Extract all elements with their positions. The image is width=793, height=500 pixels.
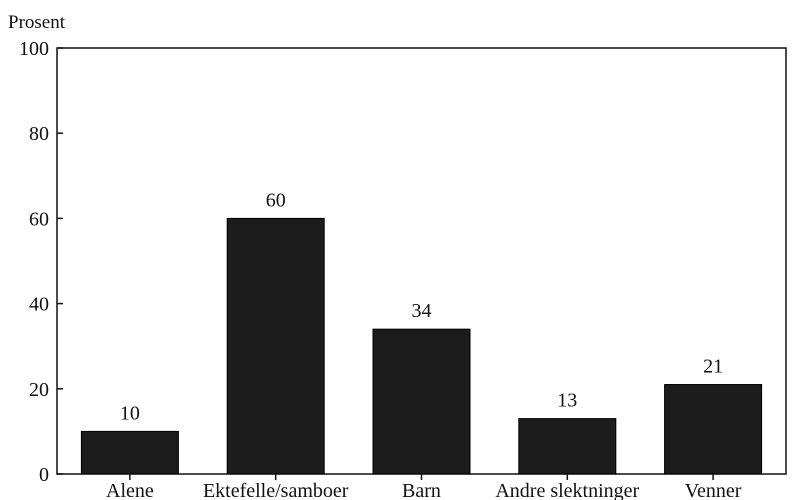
y-tick-label: 0 [39,464,49,486]
plot-area: 0 20 40 60 80 100 10 Alene 60 Ektefelle/samboer 34… [19,38,787,500]
bar-value-label: 13 [557,390,577,412]
category-label: Venner [685,480,742,500]
category-label: Alene [106,480,154,500]
y-tick-label: 100 [19,38,49,60]
y-tick-label: 20 [29,379,49,401]
y-tick-label: 60 [29,208,49,230]
bar [80,430,179,475]
bar [518,418,617,475]
bar-value-label: 10 [120,402,140,424]
category-label: Ektefelle/samboer [203,480,349,500]
bar [664,384,763,475]
bar-value-label: 21 [703,356,723,378]
category-label: Andre slektninger [495,480,639,500]
bar [372,328,471,475]
y-tick-label: 80 [29,123,49,145]
bar [226,217,325,475]
bar-value-label: 34 [412,300,432,322]
y-tick-label: 40 [29,294,49,316]
category-label: Barn [402,480,441,500]
bar-value-label: 60 [266,189,286,211]
y-axis-label: Prosent [8,12,66,33]
